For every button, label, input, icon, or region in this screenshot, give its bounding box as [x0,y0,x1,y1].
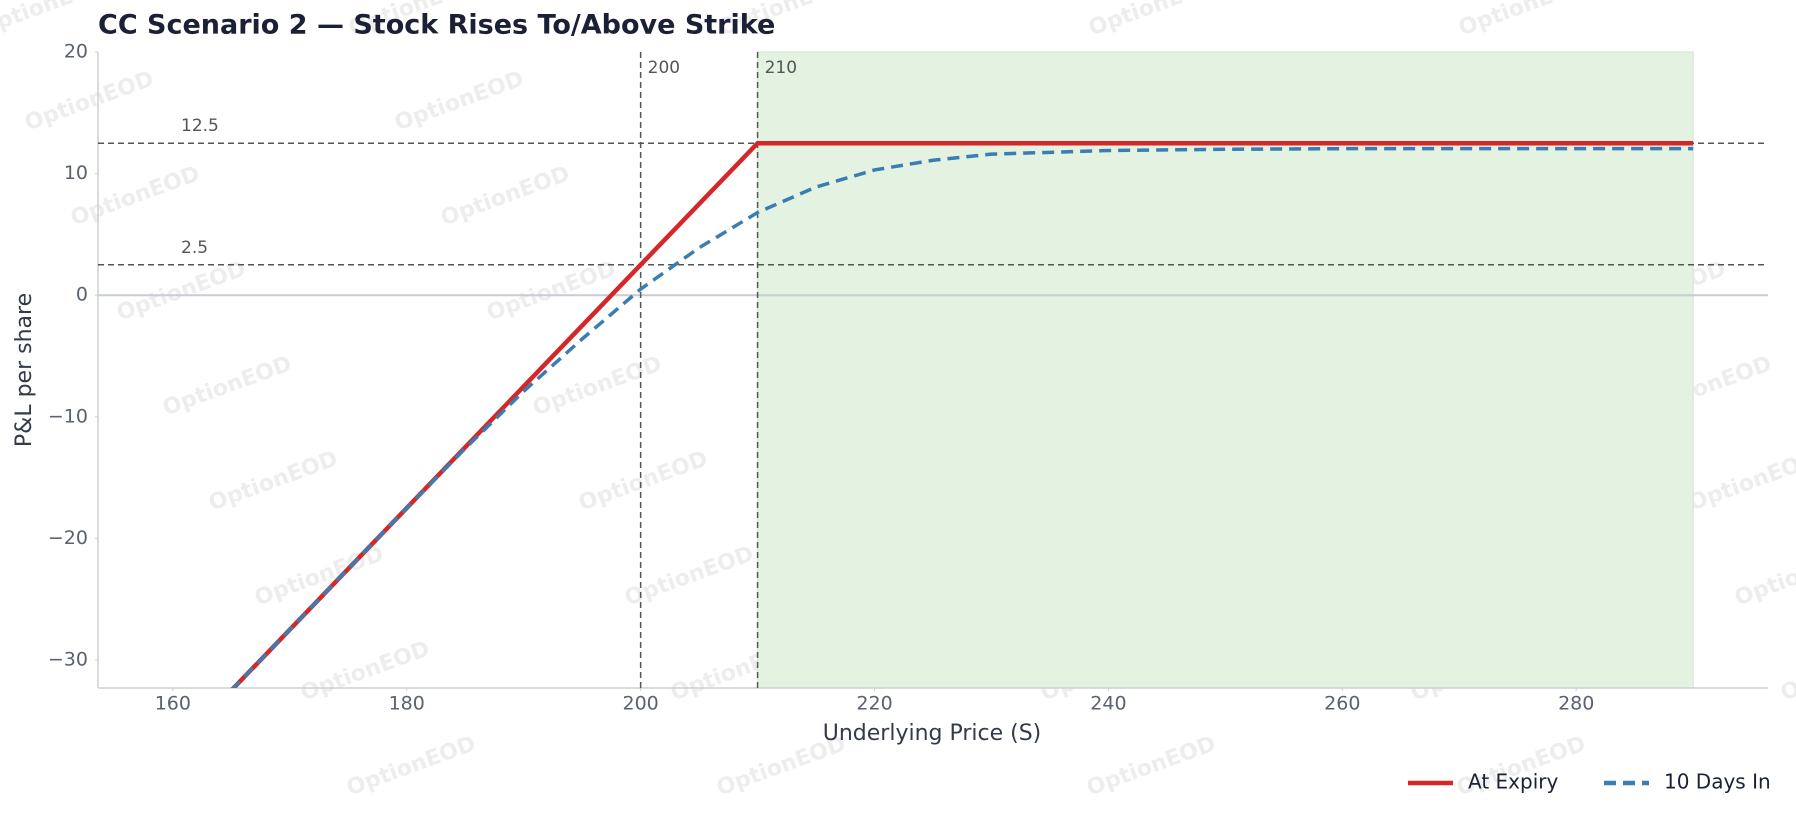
x-tick-label: 220 [856,693,892,715]
y-tick-label: 0 [76,284,88,306]
y-tick-label: −10 [48,405,88,427]
plot-background [757,51,1694,689]
watermark: OptionEOD [438,162,574,232]
reference-vline-label: 200 [648,58,680,78]
shaded-region [757,51,1694,689]
watermark: OptionEOD [0,0,111,41]
reference-hline-label: 12.5 [181,116,219,136]
x-axis-label: Underlying Price (S) [823,721,1042,746]
y-tick-label: −30 [48,649,88,671]
x-tick-label: 260 [1324,693,1360,715]
watermark: OptionEOD [160,352,296,422]
x-tick-label: 240 [1090,693,1126,715]
legend-label: 10 Days In [1664,770,1771,794]
watermark: OptionEOD [1686,447,1796,517]
reference-vline-label: 210 [765,58,797,78]
watermark: OptionEOD [1778,637,1796,707]
x-tick-label: 200 [623,693,659,715]
y-tick-label: −20 [48,527,88,549]
watermark: OptionEOD [206,447,342,517]
y-tick-label: 10 [64,162,88,184]
watermark: OptionEOD [392,67,528,137]
reference-hline-label: 2.5 [181,238,208,258]
watermark: OptionEOD [114,257,250,327]
watermark: OptionEOD [622,542,758,612]
y-tick-label: 20 [64,41,88,63]
x-tick-label: 160 [155,693,191,715]
x-tick-label: 280 [1558,693,1594,715]
watermark: OptionEOD [22,67,158,137]
series-line [231,146,1694,688]
x-tick-label: 180 [389,693,425,715]
watermark: OptionEOD [576,447,712,517]
watermark: OptionEOD [1732,542,1796,612]
legend-label: At Expiry [1468,770,1558,794]
chart-title: CC Scenario 2 — Stock Rises To/Above Str… [98,10,775,41]
watermark: OptionEOD [344,732,480,802]
watermark: OptionEOD [484,257,620,327]
y-axis-label: P&L per share [12,293,37,447]
watermark: OptionEOD [1086,0,1222,41]
watermark: OptionEOD [1456,0,1592,41]
watermark: OptionEOD [1084,732,1220,802]
